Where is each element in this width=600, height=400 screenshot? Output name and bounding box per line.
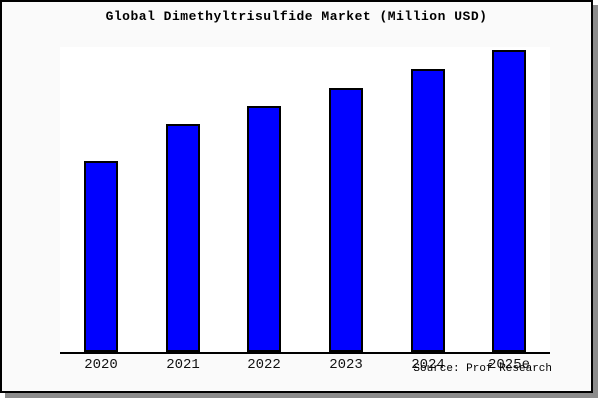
- bar-2022: [247, 106, 281, 352]
- source-credit: Source: Prof Research: [413, 363, 552, 375]
- chart-figure: Global Dimethyltrisulfide Market (Millio…: [0, 0, 593, 393]
- x-tick-label-2021: 2021: [166, 357, 200, 373]
- chart-title: Global Dimethyltrisulfide Market (Millio…: [105, 9, 488, 24]
- x-tick-label-2024: 2024: [411, 357, 445, 373]
- bar-2023: [329, 88, 363, 352]
- x-tick-label-2023: 2023: [329, 357, 363, 373]
- x-axis-labels: 2020 2021 2022 2023 2024 2025e: [60, 357, 550, 375]
- plot-area: [60, 47, 550, 354]
- bar-2024: [411, 69, 445, 352]
- bar-2020: [84, 161, 118, 352]
- x-tick-label-2022: 2022: [247, 357, 281, 373]
- x-tick-label-2025e: 2025e: [487, 357, 531, 373]
- x-tick-label-2020: 2020: [84, 357, 118, 373]
- bar-2025e: [492, 50, 526, 352]
- bar-2021: [166, 124, 200, 352]
